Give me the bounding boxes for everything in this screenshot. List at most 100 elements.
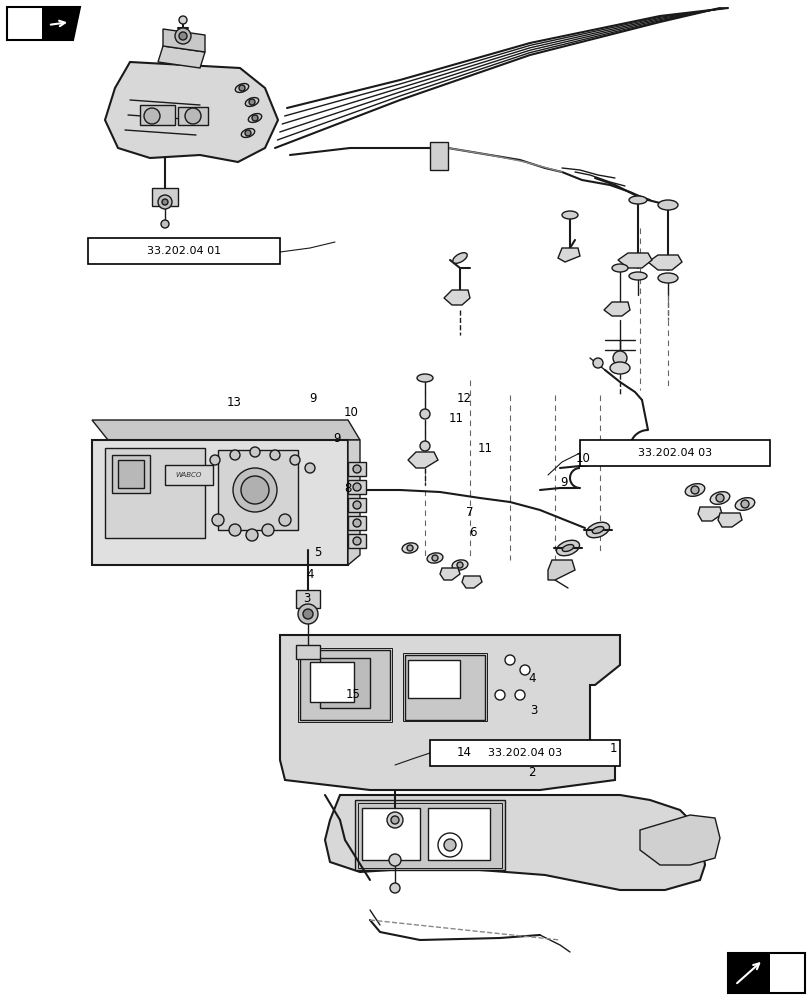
- Circle shape: [270, 450, 280, 460]
- Ellipse shape: [710, 492, 729, 504]
- Circle shape: [212, 514, 224, 526]
- Bar: [348, 534, 366, 548]
- Text: 1: 1: [608, 741, 616, 754]
- Text: 6: 6: [468, 526, 476, 540]
- Ellipse shape: [453, 253, 466, 263]
- Bar: [296, 645, 320, 659]
- Polygon shape: [407, 452, 437, 468]
- Text: 15: 15: [345, 688, 360, 702]
- Circle shape: [161, 220, 169, 228]
- Circle shape: [514, 690, 525, 700]
- Bar: [320, 658, 370, 708]
- Circle shape: [230, 450, 240, 460]
- Circle shape: [249, 99, 255, 105]
- Ellipse shape: [241, 129, 255, 137]
- Text: 33.202.04 01: 33.202.04 01: [147, 246, 221, 256]
- Ellipse shape: [427, 553, 442, 563]
- Circle shape: [388, 854, 401, 866]
- Polygon shape: [697, 507, 721, 521]
- Circle shape: [305, 463, 315, 473]
- Circle shape: [241, 476, 268, 504]
- Polygon shape: [42, 7, 80, 40]
- Ellipse shape: [734, 498, 754, 510]
- Bar: [405, 655, 484, 720]
- Text: 7: 7: [465, 506, 473, 520]
- Circle shape: [519, 665, 530, 675]
- Text: WABCO: WABCO: [176, 472, 202, 478]
- Polygon shape: [727, 953, 769, 993]
- Text: 3: 3: [530, 704, 538, 716]
- Bar: [348, 516, 366, 530]
- Circle shape: [437, 833, 461, 857]
- Circle shape: [457, 562, 462, 568]
- Ellipse shape: [609, 362, 629, 374]
- Circle shape: [406, 545, 413, 551]
- Ellipse shape: [401, 543, 418, 553]
- Ellipse shape: [591, 527, 603, 533]
- Circle shape: [251, 115, 258, 121]
- Bar: [105, 448, 204, 538]
- Circle shape: [740, 500, 748, 508]
- Bar: [407, 660, 460, 698]
- Text: 4: 4: [527, 672, 535, 684]
- Polygon shape: [444, 290, 470, 305]
- Circle shape: [178, 16, 187, 24]
- Circle shape: [353, 465, 361, 473]
- Text: 11: 11: [478, 442, 492, 454]
- Circle shape: [158, 195, 172, 209]
- FancyBboxPatch shape: [579, 440, 769, 466]
- Text: 33.202.04 03: 33.202.04 03: [637, 448, 711, 458]
- Circle shape: [245, 130, 251, 136]
- Text: 10: 10: [343, 406, 358, 418]
- Circle shape: [175, 28, 191, 44]
- Bar: [430, 142, 448, 170]
- Polygon shape: [324, 795, 704, 890]
- Circle shape: [690, 486, 698, 494]
- Circle shape: [592, 358, 603, 368]
- Circle shape: [504, 655, 514, 665]
- Ellipse shape: [684, 484, 704, 496]
- Circle shape: [210, 455, 220, 465]
- Ellipse shape: [561, 211, 577, 219]
- Bar: [427, 808, 489, 860]
- Polygon shape: [717, 513, 741, 527]
- Ellipse shape: [629, 196, 646, 204]
- Bar: [348, 462, 366, 476]
- Polygon shape: [92, 420, 359, 440]
- Circle shape: [178, 32, 187, 40]
- Circle shape: [262, 524, 273, 536]
- Circle shape: [233, 468, 277, 512]
- Circle shape: [238, 85, 245, 91]
- Circle shape: [431, 555, 437, 561]
- Bar: [354, 800, 504, 870]
- Circle shape: [229, 524, 241, 536]
- Text: 11: 11: [448, 412, 463, 424]
- Circle shape: [303, 609, 312, 619]
- Circle shape: [353, 519, 361, 527]
- Polygon shape: [92, 440, 348, 565]
- Ellipse shape: [235, 84, 248, 92]
- Text: 8: 8: [343, 482, 351, 494]
- Text: 33.202.04 03: 33.202.04 03: [487, 748, 561, 758]
- Circle shape: [419, 409, 430, 419]
- Bar: [358, 803, 501, 868]
- Polygon shape: [105, 62, 277, 162]
- Polygon shape: [617, 253, 651, 268]
- Bar: [165, 465, 212, 485]
- Text: 9: 9: [308, 391, 316, 404]
- Circle shape: [612, 351, 626, 365]
- Polygon shape: [727, 953, 804, 993]
- Circle shape: [144, 108, 160, 124]
- Circle shape: [185, 108, 201, 124]
- Bar: [112, 455, 150, 493]
- Text: 9: 9: [333, 432, 341, 444]
- Polygon shape: [647, 255, 681, 270]
- Circle shape: [715, 494, 723, 502]
- Bar: [299, 650, 389, 720]
- Bar: [178, 107, 208, 125]
- Ellipse shape: [629, 272, 646, 280]
- Circle shape: [298, 604, 318, 624]
- Polygon shape: [639, 815, 719, 865]
- Bar: [118, 460, 144, 488]
- Ellipse shape: [452, 560, 467, 570]
